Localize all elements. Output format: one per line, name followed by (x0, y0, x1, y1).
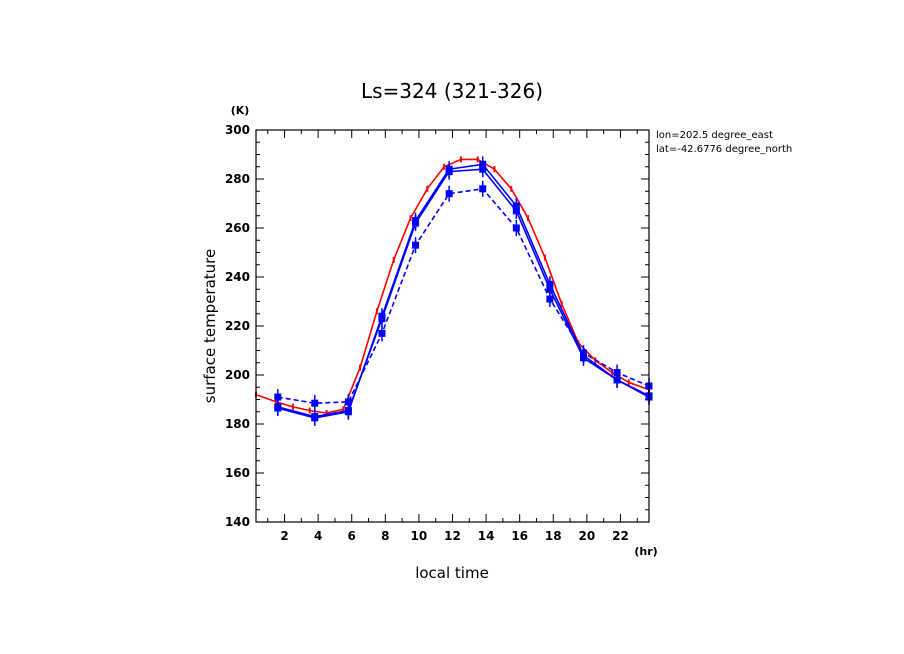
data-point (512, 207, 520, 215)
x-tick-label: 2 (280, 529, 288, 543)
x-tick-label: 12 (444, 529, 461, 543)
data-point (344, 407, 352, 415)
y-tick-label: 180 (225, 417, 250, 431)
data-point (546, 295, 554, 303)
data-point (613, 369, 621, 377)
series-layer (255, 156, 653, 426)
data-point (378, 315, 386, 323)
data-point (512, 224, 520, 232)
data-point (479, 185, 487, 193)
data-point (412, 219, 420, 227)
data-point (580, 349, 587, 357)
series-line-0 (255, 158, 650, 414)
data-point (445, 168, 453, 176)
chart-title: Ls=324 (321-326) (361, 79, 543, 103)
info-line-lon: lon=202.5 degree_east (656, 130, 773, 141)
y-axis-label: surface temperature (201, 249, 219, 404)
y-tick-label: 240 (225, 270, 250, 284)
data-point (274, 393, 282, 401)
y-tick-label: 280 (225, 172, 250, 186)
y-tick-label: 300 (225, 123, 250, 137)
data-point (311, 413, 319, 421)
x-tick-label: 14 (478, 529, 495, 543)
info-line-lat: lat=-42.6776 degree_north (656, 144, 792, 155)
y-tick-label: 140 (225, 515, 250, 529)
y-unit-label: (K) (231, 104, 250, 117)
x-tick-label: 20 (579, 529, 596, 543)
series-line-3 (277, 187, 650, 405)
data-point (344, 398, 352, 406)
data-point (479, 165, 487, 173)
data-point (378, 329, 386, 337)
data-point (546, 285, 554, 293)
x-tick-label: 10 (411, 529, 428, 543)
x-tick-label: 16 (511, 529, 528, 543)
data-point (311, 399, 319, 407)
series-line-2 (277, 168, 650, 418)
data-point (412, 241, 420, 249)
data-point (445, 190, 453, 198)
series-line-1 (277, 163, 650, 419)
x-axis-label: local time (415, 564, 489, 582)
x-tick-label: 18 (545, 529, 562, 543)
x-tick-label: 22 (612, 529, 629, 543)
plot-frame (255, 129, 650, 523)
x-tick-label: 4 (314, 529, 322, 543)
y-tick-label: 160 (225, 466, 250, 480)
ticks-layer: 2 4 6 8 10 12 14 16 18 20 22 140 160 180 200 220 240 260 2… (225, 123, 649, 543)
data-point (274, 403, 282, 411)
y-tick-label: 220 (225, 319, 250, 333)
x-tick-label: 6 (348, 529, 356, 543)
x-tick-label: 8 (381, 529, 389, 543)
x-unit-label: (hr) (634, 545, 657, 558)
y-tick-label: 200 (225, 368, 250, 382)
y-tick-label: 260 (225, 221, 250, 235)
